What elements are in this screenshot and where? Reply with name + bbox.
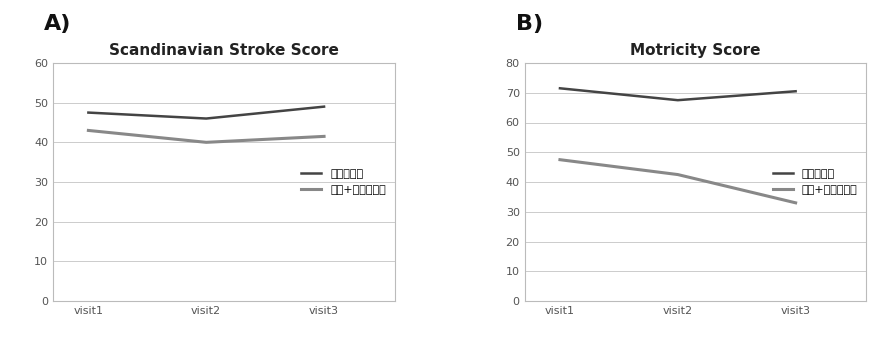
Legend: 양방치료군, 양방+한방치료군: 양방치료군, 양방+한방치료군 (298, 166, 389, 198)
Title: Scandinavian Stroke Score: Scandinavian Stroke Score (109, 43, 339, 58)
Legend: 양방치료군, 양방+한방치료군: 양방치료군, 양방+한방치료군 (769, 166, 861, 198)
Text: B): B) (515, 14, 543, 34)
Text: A): A) (44, 14, 72, 34)
Title: Motricity Score: Motricity Score (630, 43, 761, 58)
